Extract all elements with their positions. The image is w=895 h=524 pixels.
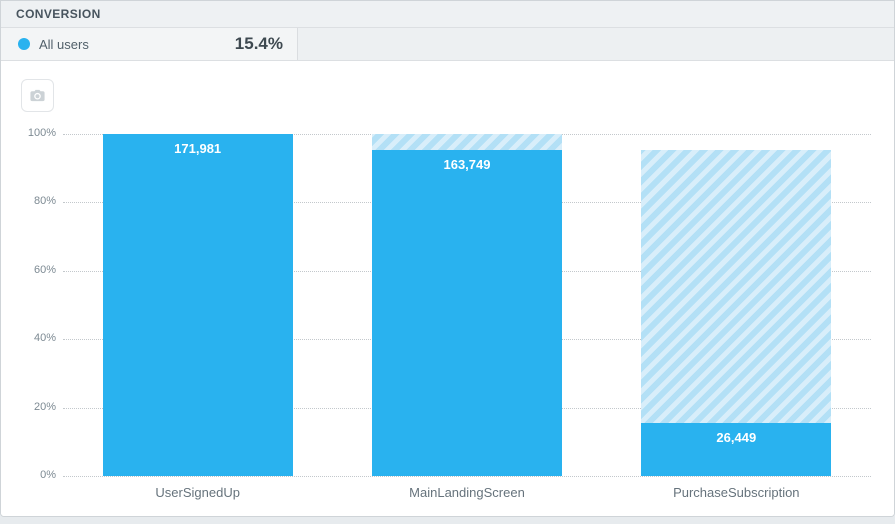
bar-solid: 171,981 [102,134,293,476]
x-label-mainlandingscreen: MainLandingScreen [409,485,525,500]
y-tick-100: 100% [27,127,56,139]
series-color-dot [18,38,30,50]
x-label-usersignedup: UserSignedUp [155,485,240,500]
bar-value-label: 163,749 [443,157,491,173]
funnel-column: 26,449 [602,134,871,476]
x-axis-labels: UserSignedUp MainLandingScreen PurchaseS… [63,485,871,500]
panel-header: CONVERSION [1,1,894,28]
plot-area: 100% 80% 60% 40% 20% 0% 171,981 [1,127,894,481]
series-label: All users [39,36,89,52]
gridline-0 [63,476,871,477]
bar-solid: 26,449 [641,423,832,476]
bar-hatched [641,150,832,424]
snapshot-button[interactable] [21,79,54,112]
y-tick-80: 80% [33,195,56,208]
panel-title: CONVERSION [16,7,101,21]
bar-stack-usersignedup[interactable]: 171,981 [102,134,293,476]
funnel-column: 163,749 [332,134,601,476]
y-tick-40: 40% [33,332,56,345]
legend-row: All users 15.4% [1,28,894,61]
y-tick-20: 20% [33,400,56,413]
bar-hatched [371,134,562,151]
bar-stack-mainlandingscreen[interactable]: 163,749 [371,134,562,476]
x-label-purchasesubscription: PurchaseSubscription [673,485,800,500]
bar-value-label: 171,981 [174,141,222,156]
bar-solid: 163,749 [371,150,562,476]
y-tick-0: 0% [40,469,56,481]
bar-value-label: 26,449 [716,430,757,446]
legend-row-spacer [298,28,894,60]
camera-icon [29,87,46,104]
y-tick-60: 60% [33,263,56,276]
funnel-chart: 100% 80% 60% 40% 20% 0% 171,981 [1,61,894,516]
legend-item-all-users[interactable]: All users 15.4% [1,28,298,60]
funnel-column: 171,981 [63,134,332,476]
bar-stack-purchasesubscription[interactable]: 26,449 [641,134,832,476]
overall-conversion-value: 15.4% [234,34,283,53]
bars-container: 171,981 163,749 [63,134,871,476]
